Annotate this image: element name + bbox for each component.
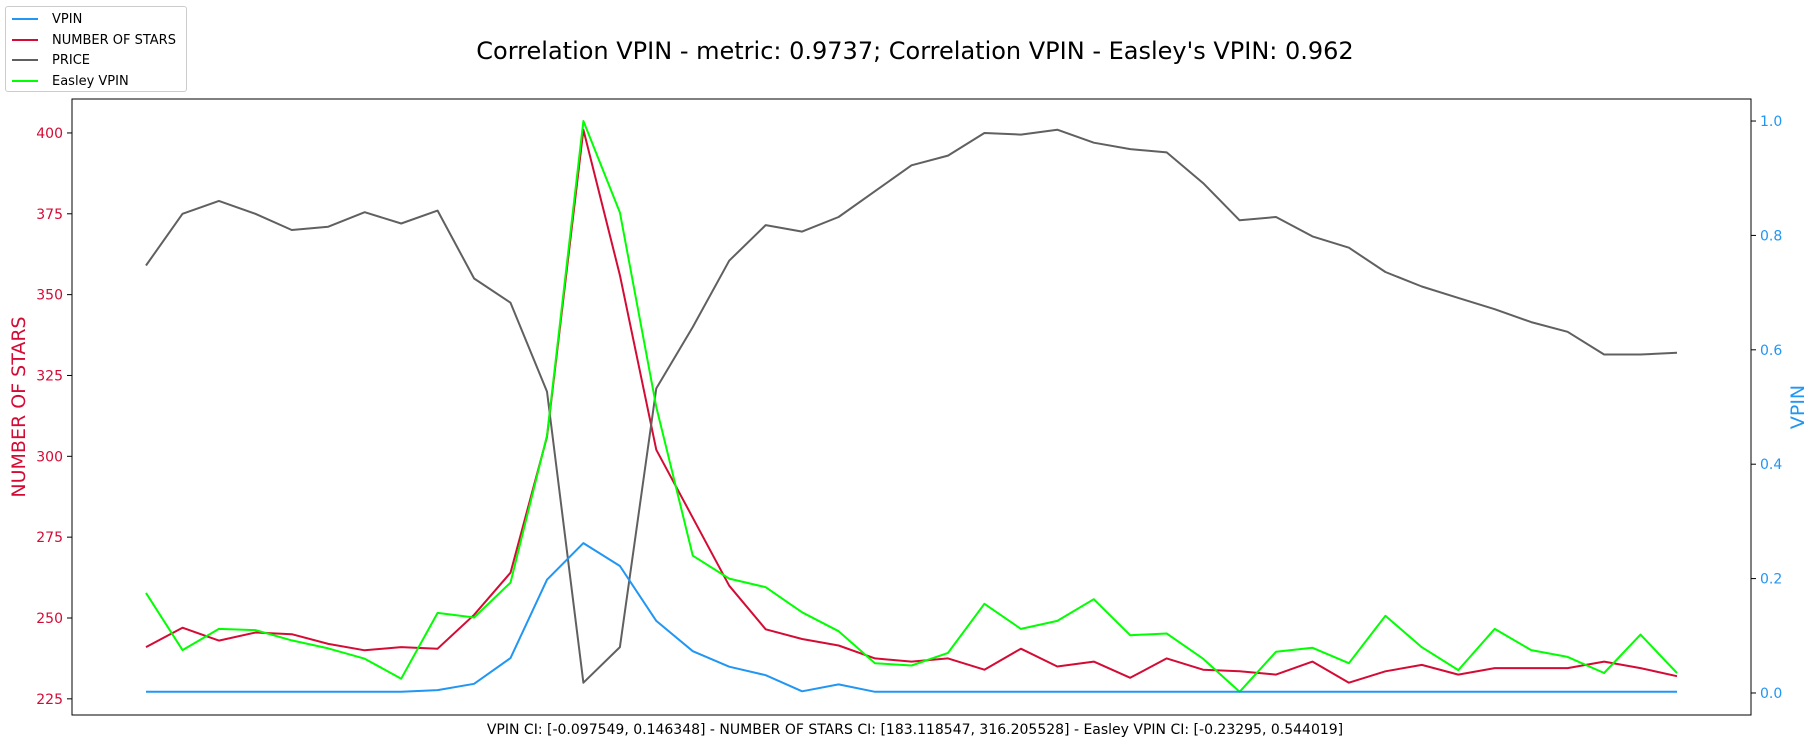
series-line-price	[145, 128, 1678, 684]
legend-label-number-of-stars: NUMBER OF STARS	[52, 32, 176, 48]
right-axis-label: VPIN	[1787, 385, 1809, 429]
left-tick-label: 275	[36, 530, 63, 546]
legend-item-vpin: VPIN	[12, 9, 82, 29]
legend-item-easley-vpin: Easley VPIN	[12, 71, 129, 91]
left-tick-label: 375	[36, 207, 63, 223]
legend-swatch-easley-vpin	[12, 80, 38, 82]
legend-swatch-vpin	[12, 18, 38, 20]
left-tick-label: 225	[36, 692, 63, 708]
chart-title: Correlation VPIN - metric: 0.9737; Corre…	[476, 37, 1353, 65]
left-tick-label: 250	[36, 611, 63, 627]
legend-item-price: PRICE	[12, 50, 90, 70]
right-tick-label: 0.0	[1760, 686, 1782, 702]
right-y-axis: 0.0 0.2 0.4 0.6 0.8 1.0	[1751, 114, 1782, 702]
left-axis-label: NUMBER OF STARS	[8, 316, 30, 497]
legend-label-vpin: VPIN	[52, 11, 83, 27]
right-tick-label: 0.6	[1760, 343, 1782, 359]
legend-swatch-number-of-stars	[12, 39, 38, 41]
right-tick-label: 0.4	[1760, 457, 1782, 473]
legend-label-price: PRICE	[52, 52, 90, 68]
plot-frame	[71, 98, 1752, 716]
right-tick-label: 1.0	[1760, 114, 1782, 130]
legend-swatch-price	[12, 59, 38, 61]
legend-label-easley-vpin: Easley VPIN	[52, 73, 129, 89]
legend: VPIN NUMBER OF STARS PRICE Easley VPIN	[5, 6, 187, 92]
right-tick-label: 0.2	[1760, 572, 1782, 588]
x-axis-label: VPIN CI: [-0.097549, 0.146348] - NUMBER …	[487, 722, 1343, 738]
right-tick-label: 0.8	[1760, 228, 1782, 244]
left-tick-label: 350	[36, 288, 63, 304]
legend-item-number-of-stars: NUMBER OF STARS	[12, 30, 176, 50]
left-tick-label: 300	[36, 449, 63, 465]
series-line-number-of-stars	[145, 128, 1678, 684]
series-line-vpin	[146, 542, 1677, 693]
left-tick-label: 325	[36, 368, 63, 384]
left-y-axis: 225 250 275 300 325 350 375 400	[36, 126, 72, 708]
left-tick-label: 400	[36, 126, 63, 142]
plot-area	[145, 120, 1678, 693]
series-line-easley-vpin	[145, 120, 1678, 693]
